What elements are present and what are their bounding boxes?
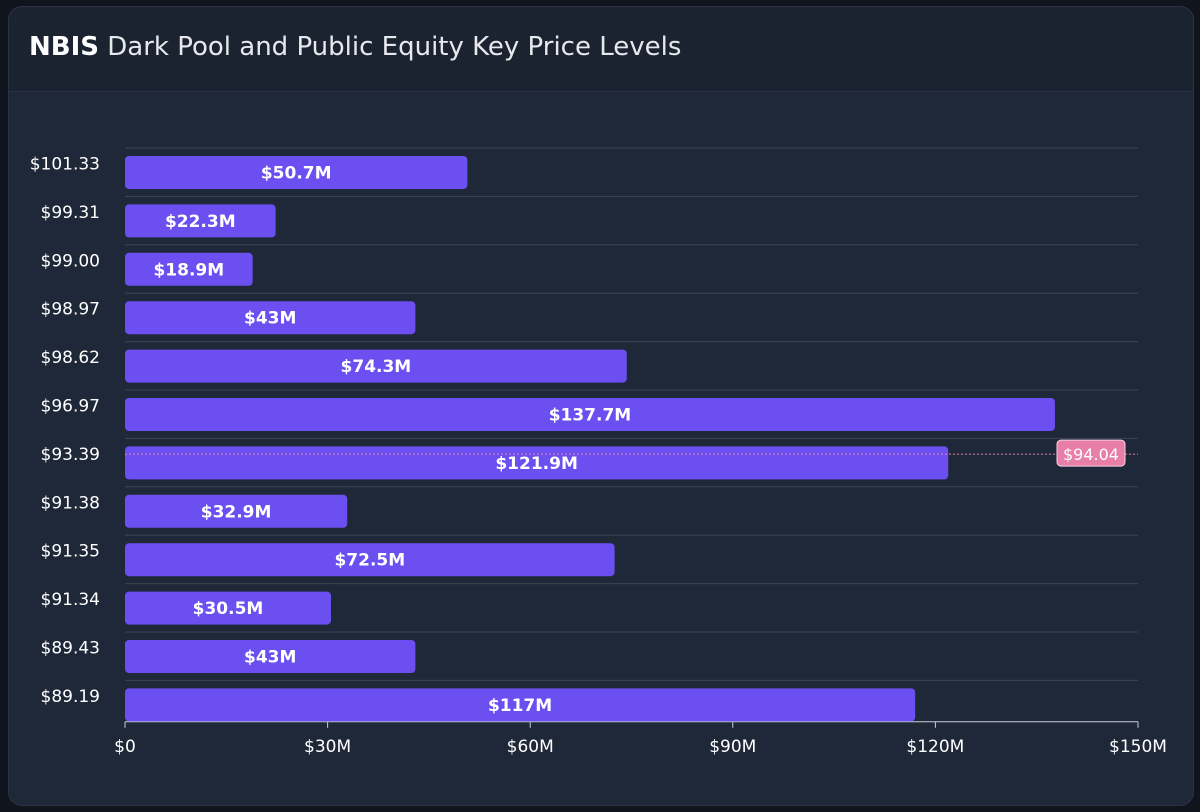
x-tick-label: $0 <box>114 737 136 757</box>
bar-value-label: $121.9M <box>495 454 578 474</box>
bar[interactable] <box>125 640 416 673</box>
y-tick-label: $89.43 <box>41 639 100 659</box>
x-tick-label: $30M <box>304 737 351 757</box>
y-tick-label: $99.31 <box>41 203 100 223</box>
x-tick-label: $90M <box>709 737 756 757</box>
bar-value-label: $43M <box>244 309 296 329</box>
bar-value-label: $117M <box>488 696 552 716</box>
current-price-badge <box>1056 439 1126 467</box>
current-price-label: $94.04 <box>1063 445 1119 464</box>
y-tick-label: $101.33 <box>30 155 100 175</box>
bar-value-label: $72.5M <box>334 551 405 571</box>
y-tick-label: $91.34 <box>41 590 100 610</box>
x-tick-label: $150M <box>1109 737 1167 757</box>
y-tick-label: $91.35 <box>41 542 100 562</box>
chart-title: NBIS Dark Pool and Public Equity Key Pri… <box>29 32 681 62</box>
bar-value-label: $32.9M <box>201 502 272 522</box>
card-header: NBIS Dark Pool and Public Equity Key Pri… <box>9 7 1193 92</box>
bar-value-label: $22.3M <box>165 212 236 232</box>
y-tick-label: $89.19 <box>41 687 100 707</box>
bar[interactable] <box>125 204 276 238</box>
bar-value-label: $30.5M <box>193 599 264 619</box>
bar-value-label: $137.7M <box>549 406 632 426</box>
bar[interactable] <box>125 494 348 528</box>
bar-value-label: $74.3M <box>341 357 412 377</box>
ticker-symbol: NBIS <box>29 32 99 62</box>
y-tick-label: $99.00 <box>41 251 100 271</box>
bar-value-label: $43M <box>244 648 296 668</box>
bar[interactable] <box>125 446 949 480</box>
y-tick-label: $91.38 <box>41 493 100 513</box>
chart-title-text: Dark Pool and Public Equity Key Price Le… <box>107 32 682 62</box>
bar[interactable] <box>125 591 331 625</box>
bar[interactable] <box>125 543 615 577</box>
bar-value-label: $50.7M <box>261 164 332 184</box>
bar[interactable] <box>125 688 916 722</box>
bar[interactable] <box>125 301 416 335</box>
bar-value-label: $18.9M <box>153 260 224 280</box>
bar[interactable] <box>125 252 253 286</box>
bar[interactable] <box>125 398 1055 431</box>
x-tick-label: $60M <box>507 737 554 757</box>
x-tick-label: $120M <box>906 737 964 757</box>
y-tick-label: $98.62 <box>41 348 100 368</box>
bar[interactable] <box>125 349 627 383</box>
y-tick-label: $98.97 <box>41 300 100 320</box>
y-tick-label: $96.97 <box>41 397 100 417</box>
y-tick-label: $93.39 <box>41 445 100 465</box>
bar[interactable] <box>125 156 468 189</box>
